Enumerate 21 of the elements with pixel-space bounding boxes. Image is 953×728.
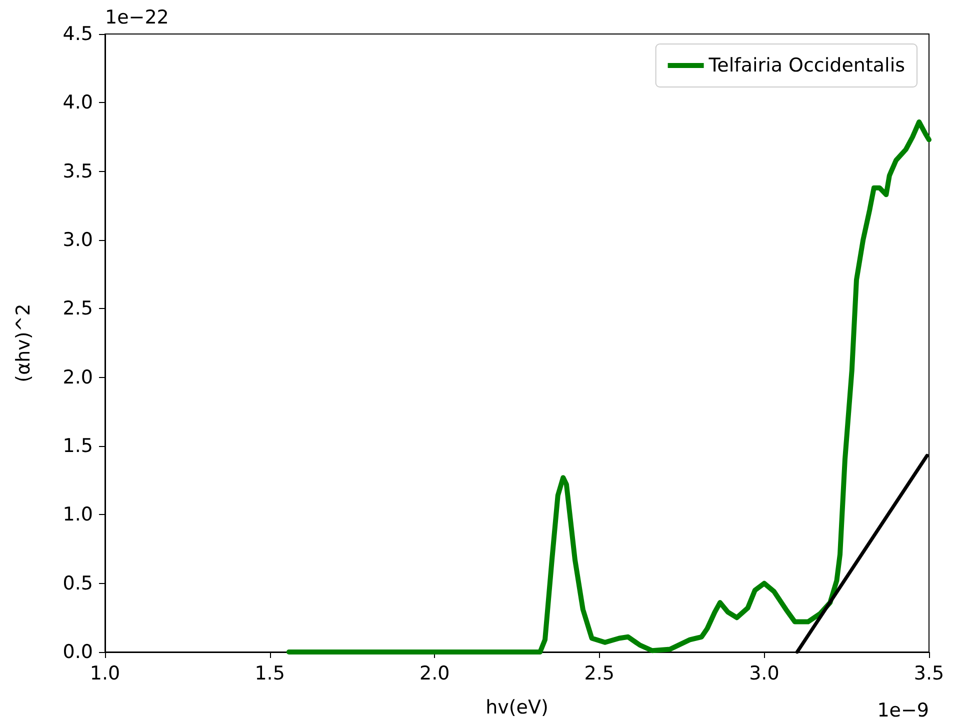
y-tick-label: 1.5	[62, 435, 93, 457]
legend-label: Telfairia Occidentalis	[708, 54, 906, 76]
x-tick-label: 2.5	[584, 662, 615, 684]
x-tick-label: 1.5	[254, 662, 285, 684]
y-tick-label: 2.5	[62, 298, 93, 320]
x-axis-title: hv(eV)	[486, 696, 548, 718]
y-tick-label: 4.5	[62, 23, 93, 45]
x-tick-label: 1.0	[90, 662, 120, 684]
y-axis-title: (αhv)^2	[12, 304, 34, 382]
y-tick-label: 4.0	[62, 92, 93, 114]
x-tick-label: 2.0	[419, 662, 450, 684]
y-tick-label: 0.0	[62, 641, 93, 663]
text: 1e−22	[105, 6, 169, 28]
y-tick-label: 3.0	[62, 229, 93, 251]
y-tick-label: 1.0	[62, 504, 93, 526]
y-tick-label: 2.0	[62, 366, 93, 388]
y-tick-label: 3.5	[62, 160, 93, 182]
x-tick-label: 3.0	[749, 662, 780, 684]
x-tick-label: 3.5	[914, 662, 944, 684]
y-tick-label: 0.5	[62, 572, 93, 594]
text: 1e−9	[877, 700, 930, 722]
